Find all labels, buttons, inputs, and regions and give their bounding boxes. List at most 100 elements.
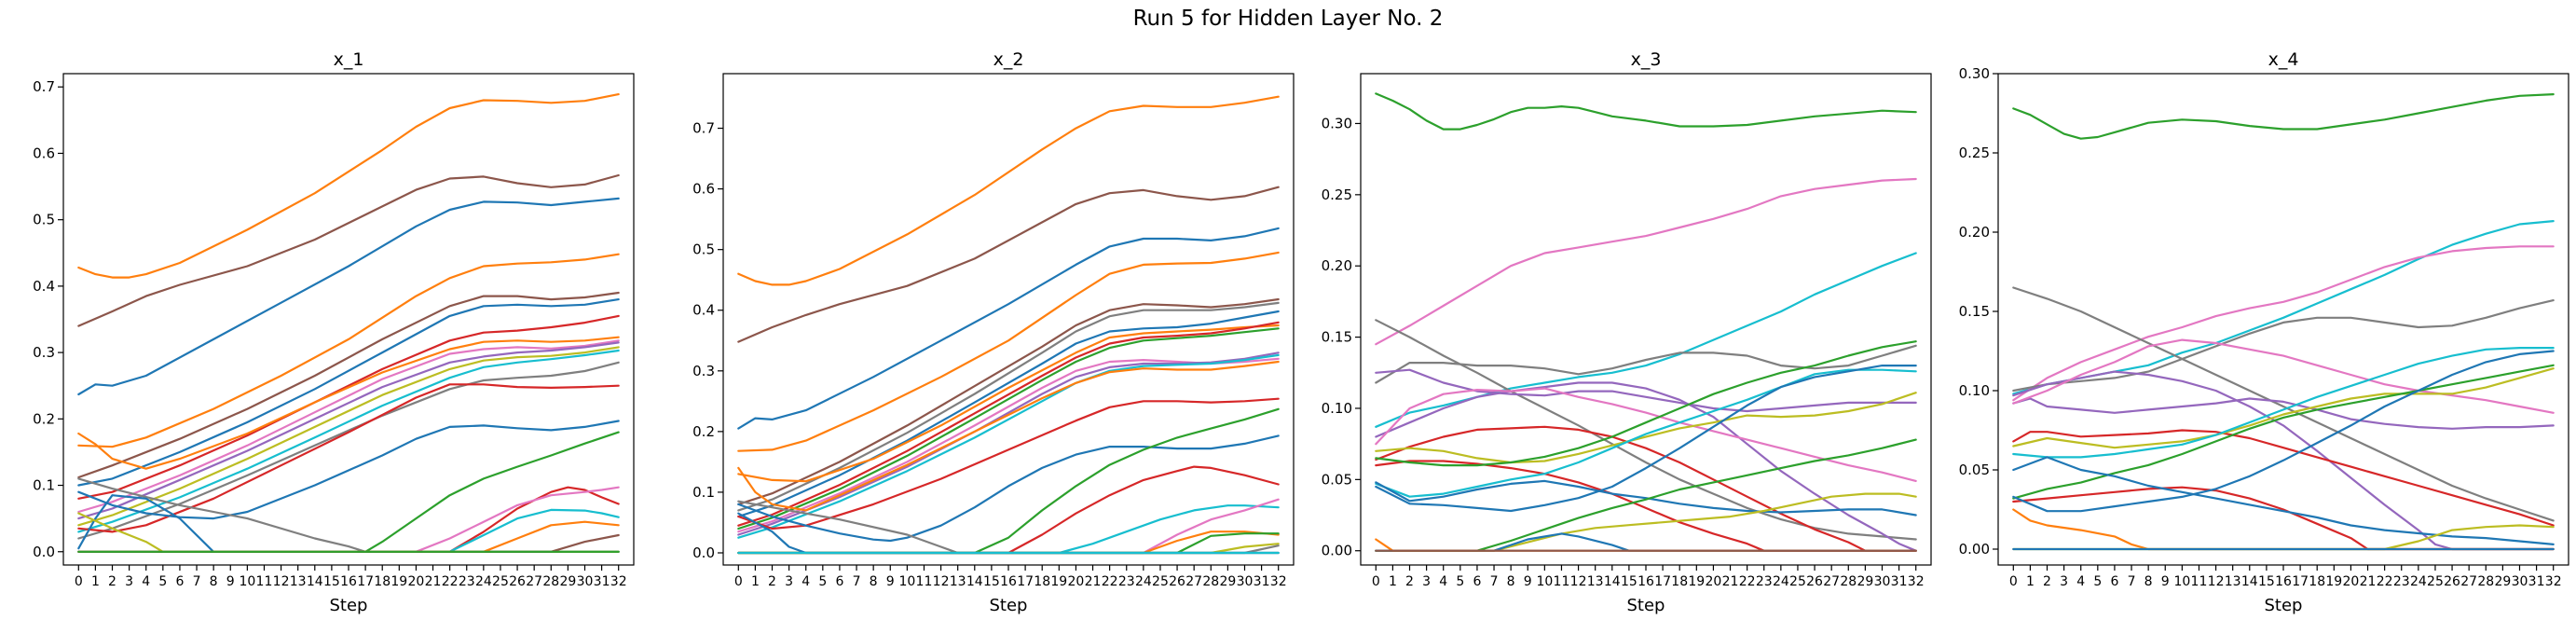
series-line-7 [1375,381,1917,552]
x-tick-label: 22 [1102,574,1118,589]
x-tick-label: 14 [307,574,323,589]
y-tick-label: 0.0 [692,544,715,561]
y-tick-label: 0.4 [692,302,715,319]
x-tick-label: 31 [594,574,610,589]
x-tick-label: 32 [610,574,627,589]
x-tick-label: 26 [2444,574,2460,589]
y-tick-label: 0.6 [33,145,55,161]
x-tick-label: 18 [2309,574,2325,589]
x-tick-label: 9 [1524,574,1532,589]
x-tick-label: 4 [142,574,150,589]
x-tick-label: 19 [1050,574,1067,589]
series-group [737,95,1280,555]
x-tick-label: 12 [2208,574,2225,589]
series-line-16 [1375,438,1917,552]
axes-frame [1360,73,1932,566]
x-tick-label: 5 [158,574,167,589]
x-tick-label: 0 [734,574,743,589]
x-tick-label: 5 [2093,574,2102,589]
x-tick-label: 3 [785,574,793,589]
series-line-6 [1375,368,1917,413]
series-line-13 [77,361,620,540]
x-tick-label: 25 [2427,574,2444,589]
series-line-1 [77,197,620,396]
series-line-21 [737,498,1280,555]
x-tick-label: 2 [108,574,116,589]
x-tick-label: 2 [1405,574,1414,589]
y-tick-label: 0.3 [692,363,715,379]
series-line-5 [737,297,1280,505]
y-tick-label: 0.7 [692,120,715,137]
y-tick-label: 0.30 [1959,65,1990,82]
series-line-8 [77,336,620,470]
x-tick-label: 9 [226,574,235,589]
x-tick-label: 31 [1254,574,1270,589]
x-tick-label: 8 [2144,574,2153,589]
x-tick-label: 20 [1706,574,1722,589]
x-tick-label: 17 [357,574,374,589]
x-tick-label: 22 [2377,574,2393,589]
series-line-11 [77,346,620,527]
series-line-7 [737,310,1280,518]
subplots: x_10.00.10.20.30.40.50.60.70 1 2 3 4 5 6 7 8 9 10 1… [33,49,2569,615]
subplot-x_3: x_30.000.050.100.150.200.250.300 1 2 3 4 5 6 7 8… [1322,49,1932,615]
y-tick-label: 0.20 [1322,257,1352,274]
x-tick-label: 10 [898,574,915,589]
x-tick-label: 1 [2026,574,2035,589]
x-tick-label: 30 [1874,574,1891,589]
x-tick-label: 18 [374,574,391,589]
x-tick-label: 6 [835,574,843,589]
y-tick-label: 0.15 [1959,303,1990,320]
series-line-18 [77,431,620,553]
x-axis-label: Step [1627,596,1665,615]
x-tick-label: 12 [933,574,950,589]
x-tick-label: 13 [2225,574,2241,589]
series-line-12 [77,349,620,533]
subplot-x_1: x_10.00.10.20.30.40.50.60.70 1 2 3 4 5 6 7 8 9 10 1… [33,49,635,615]
x-tick-label: 19 [1688,574,1705,589]
x-tick-label: 31 [2528,574,2545,589]
y-tick-label: 0.7 [33,78,55,95]
x-tick-label: 25 [1789,574,1806,589]
series-line-4 [1375,319,1917,541]
x-tick-label: 16 [340,574,357,589]
series-line-5 [2012,299,2555,393]
series-group [1375,92,1917,552]
x-tick-label: 21 [2360,574,2377,589]
x-tick-label: 27 [1185,574,1202,589]
x-tick-label: 7 [2128,574,2136,589]
series-line-3 [737,227,1280,430]
x-tick-label: 14 [2241,574,2258,589]
series-line-6 [2012,397,2555,430]
series-line-13 [1375,340,1917,467]
x-tick-label: 21 [425,574,442,589]
subplot-title: x_3 [1631,49,1662,70]
x-tick-label: 13 [1587,574,1604,589]
series-line-12 [1375,368,1917,498]
series-line-15 [2012,350,2555,513]
series-line-4 [77,253,620,448]
x-tick-label: 6 [2110,574,2118,589]
x-tick-label: 9 [886,574,895,589]
series-line-21 [77,508,620,553]
x-tick-label: 7 [193,574,201,589]
series-line-5 [1375,344,1917,384]
x-tick-label: 5 [818,574,827,589]
series-line-7 [77,314,620,500]
x-tick-label: 20 [1068,574,1085,589]
y-tick-label: 0.4 [33,278,55,295]
x-tick-label: 1 [91,574,100,589]
x-tick-label: 16 [1637,574,1654,589]
x-tick-label: 12 [273,574,290,589]
y-tick-label: 0.25 [1322,186,1352,203]
x-tick-label: 26 [1806,574,1823,589]
x-tick-label: 28 [542,574,559,589]
y-tick-label: 0.15 [1322,329,1352,346]
x-tick-label: 15 [323,574,340,589]
series-line-11 [2012,367,2555,449]
series-line-13 [2012,364,2555,500]
series-line-16 [2012,508,2555,551]
x-tick-label: 3 [1422,574,1431,589]
x-tick-label: 11 [2191,574,2208,589]
series-line-9 [737,321,1280,527]
